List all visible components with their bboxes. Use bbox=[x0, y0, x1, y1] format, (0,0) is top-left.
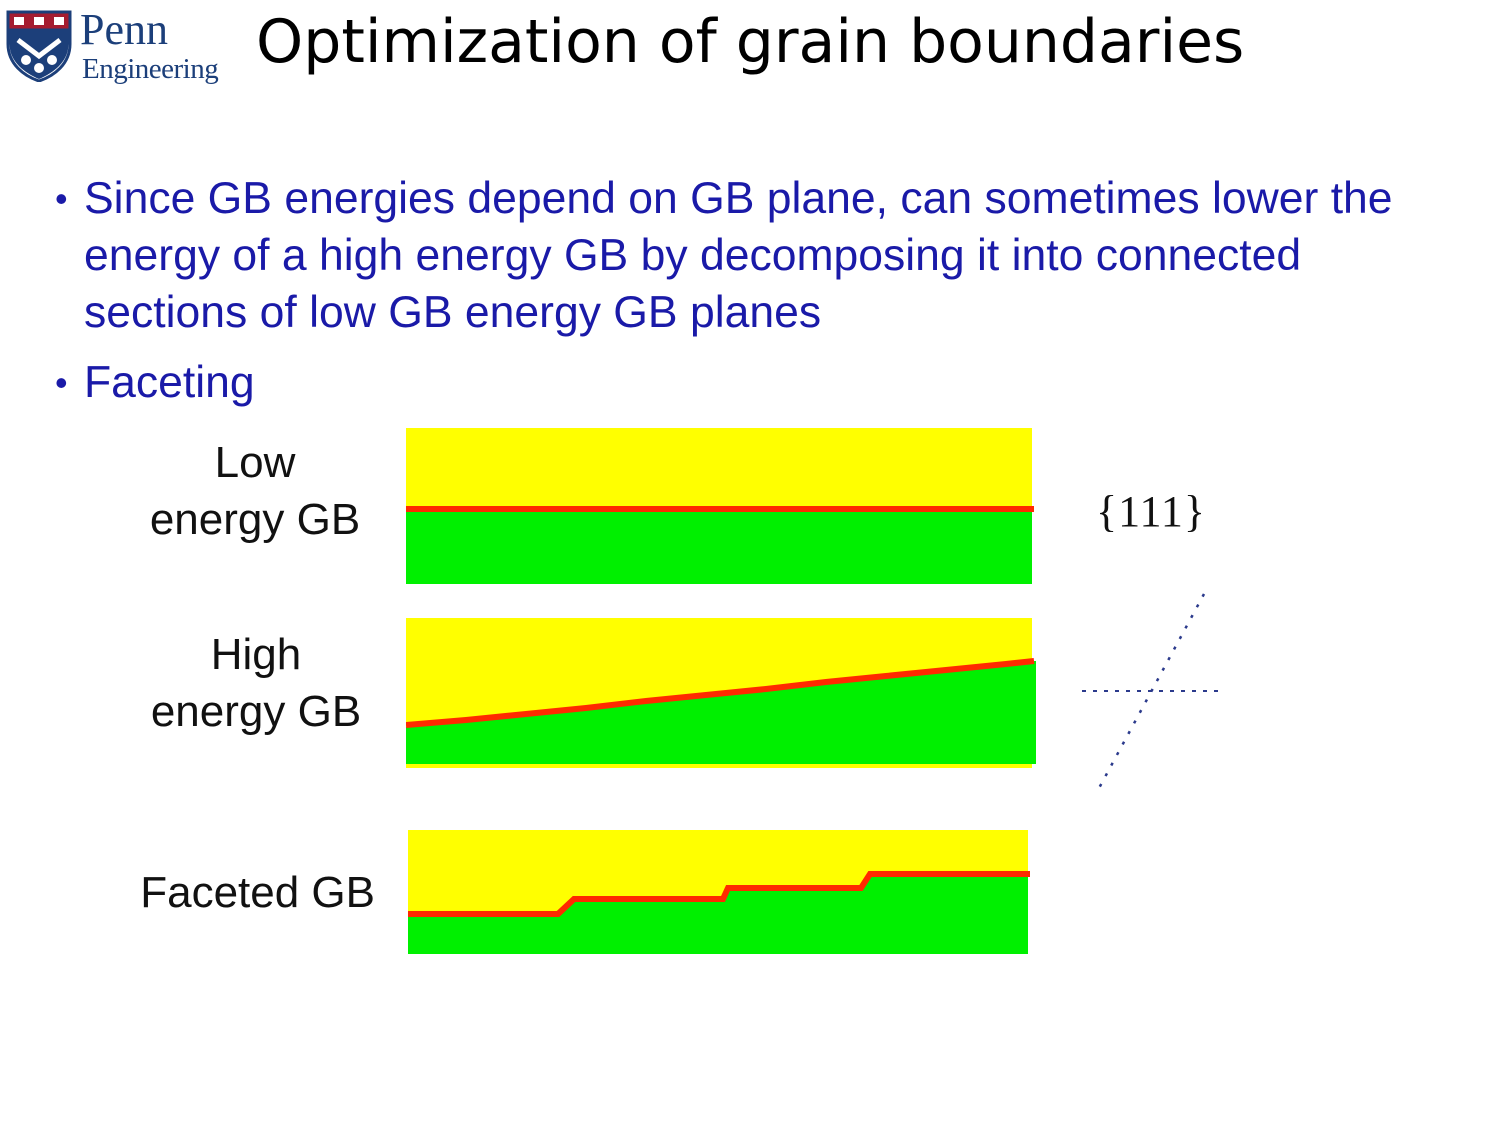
logo-name: Penn bbox=[80, 5, 168, 54]
lower-grain-region bbox=[406, 510, 1032, 584]
bullet-item: • Since GB energies depend on GB plane, … bbox=[55, 170, 1455, 341]
lower-grain-region bbox=[406, 661, 1036, 764]
bullet-text: Since GB energies depend on GB plane, ca… bbox=[84, 174, 1393, 337]
penn-engineering-logo: Penn Engineering bbox=[6, 8, 236, 92]
lower-grain-region bbox=[408, 874, 1028, 954]
miller-index-label: {111} bbox=[1096, 487, 1206, 536]
faceted-gb-panel bbox=[408, 830, 1030, 954]
low-energy-label-line1: Low bbox=[214, 438, 296, 487]
low-energy-gb-label: Low energy GB bbox=[130, 434, 380, 548]
bullet-text: Faceting bbox=[84, 358, 255, 407]
upper-grain-region bbox=[406, 428, 1032, 510]
grain-boundary-line bbox=[408, 871, 1030, 917]
low-energy-label-line2: energy GB bbox=[149, 495, 361, 544]
faceted-gb-label: Faceted GB bbox=[140, 868, 375, 917]
bullet-marker: • bbox=[55, 178, 68, 219]
high-energy-label-line1: High bbox=[210, 630, 302, 679]
high-energy-gb-label: High energy GB bbox=[131, 626, 381, 740]
penn-shield-icon bbox=[6, 10, 72, 82]
slide-title: Optimization of grain boundaries bbox=[256, 7, 1245, 77]
dotted-inclined-axis bbox=[1096, 593, 1206, 791]
high-energy-label-line2: energy GB bbox=[150, 687, 362, 736]
bullet-list: • Since GB energies depend on GB plane, … bbox=[55, 170, 1455, 424]
dotted-axes-sketch bbox=[1082, 593, 1218, 791]
low-energy-gb-panel bbox=[406, 428, 1034, 584]
bullet-item: • Faceting bbox=[55, 354, 1455, 411]
logo-subtitle: Engineering bbox=[82, 53, 219, 85]
high-energy-gb-panel bbox=[406, 618, 1036, 768]
grain-boundary-line bbox=[406, 658, 1035, 728]
bullet-marker: • bbox=[55, 362, 68, 403]
